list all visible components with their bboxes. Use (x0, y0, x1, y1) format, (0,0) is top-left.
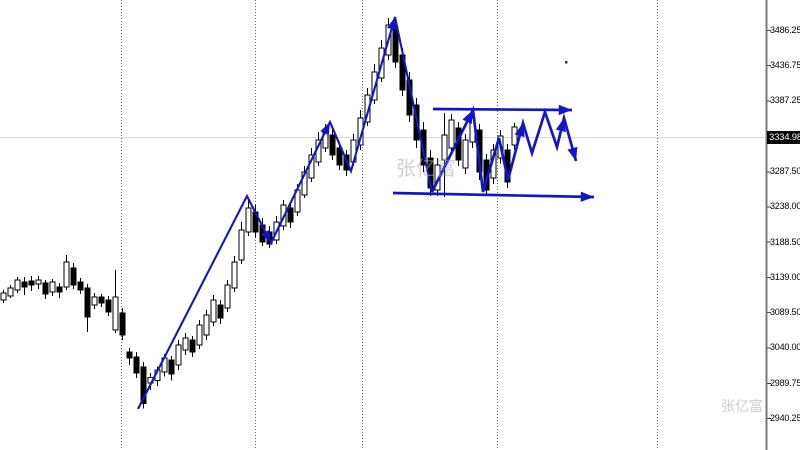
price-tick-label: 3287.50 (770, 166, 800, 177)
price-tick-label: 2940.25 (770, 413, 800, 424)
channel-bottom-line[interactable] (392, 191, 595, 202)
price-tick-label: 2989.75 (770, 377, 800, 388)
price-tick-label: 3238.00 (770, 201, 800, 212)
current-price-label: 3334.98 (767, 131, 800, 145)
price-tick-label: 3387.25 (770, 95, 800, 106)
gridlines-group (121, 0, 658, 450)
price-tick-label: 3486.25 (770, 25, 800, 35)
watermark-center: 张亿富 (396, 158, 456, 180)
range-zigzag-drawing[interactable] (430, 105, 578, 193)
price-tick-label: 3040.00 (770, 342, 800, 353)
trend-zigzag-drawing[interactable] (137, 16, 434, 410)
price-tick-label: 3188.50 (770, 236, 800, 247)
watermark-bottom-right: 张亿富 (721, 398, 763, 414)
stray-dot-mark (565, 61, 568, 64)
price-tick-label: 3139.00 (770, 271, 800, 282)
price-tick-label: 3436.75 (770, 60, 800, 71)
channel-top-line[interactable] (432, 104, 573, 116)
candles-group (0, 17, 518, 409)
price-tick-label: 3089.50 (770, 307, 800, 318)
